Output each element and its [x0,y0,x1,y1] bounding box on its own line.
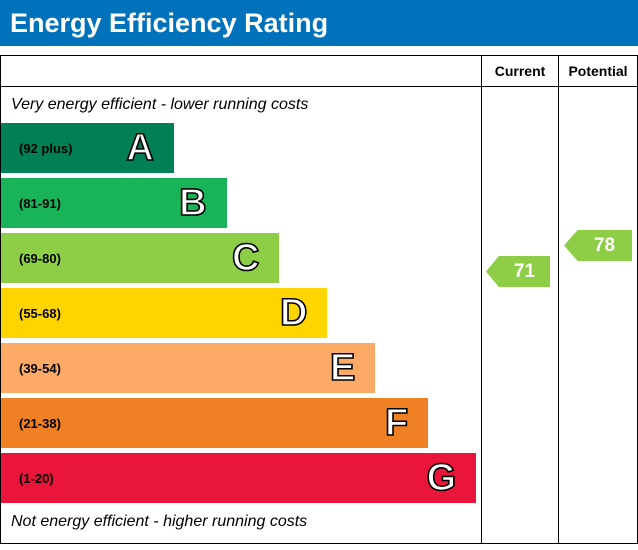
band-range-label: (39-54) [19,360,61,376]
band-letter: F [384,402,409,444]
band-range-label: (1-20) [19,470,54,486]
rating-band: (92 plus) A [1,123,174,173]
band-range-label: (69-80) [19,250,61,266]
band-letter: C [231,237,260,279]
band-range-label: (81-91) [19,195,61,211]
band-letter: A [126,127,155,169]
rating-scale: Very energy efficient - lower running co… [1,87,481,543]
current-column [481,87,558,543]
page-title-text: Energy Efficiency Rating [10,7,329,38]
band-range-label: (55-68) [19,305,61,321]
top-caption: Very energy efficient - lower running co… [11,96,309,113]
potential-column-header: Potential [558,56,637,86]
rating-band: (55-68) D [1,288,328,338]
chart-body: Very energy efficient - lower running co… [1,87,637,543]
header-spacer [1,56,481,86]
potential-rating-arrow: 78 [564,230,632,261]
potential-rating-value: 78 [593,234,616,256]
potential-column [558,87,637,543]
band-letter: G [426,457,457,499]
page-title: Energy Efficiency Rating [0,0,638,46]
bottom-caption: Not energy efficient - higher running co… [11,513,308,530]
rating-band: (21-38) F [1,398,429,448]
band-letter: B [178,182,207,224]
current-rating-arrow: 71 [486,256,550,287]
rating-band: (39-54) E [1,343,376,393]
rating-band: (81-91) B [1,178,227,228]
current-rating-value: 71 [513,260,536,282]
band-range-label: (92 plus) [19,140,73,156]
bands: (92 plus) A (81-91) B (69-80) C (55-68) … [1,123,481,503]
band-letter: D [279,292,308,334]
column-header-row: Current Potential [1,56,637,87]
rating-band: (69-80) C [1,233,280,283]
rating-band: (1-20) G [1,453,477,503]
band-range-label: (21-38) [19,415,61,431]
epc-chart: Current Potential Very energy efficient … [0,55,638,544]
band-letter: E [329,347,356,389]
current-column-header: Current [481,56,558,86]
